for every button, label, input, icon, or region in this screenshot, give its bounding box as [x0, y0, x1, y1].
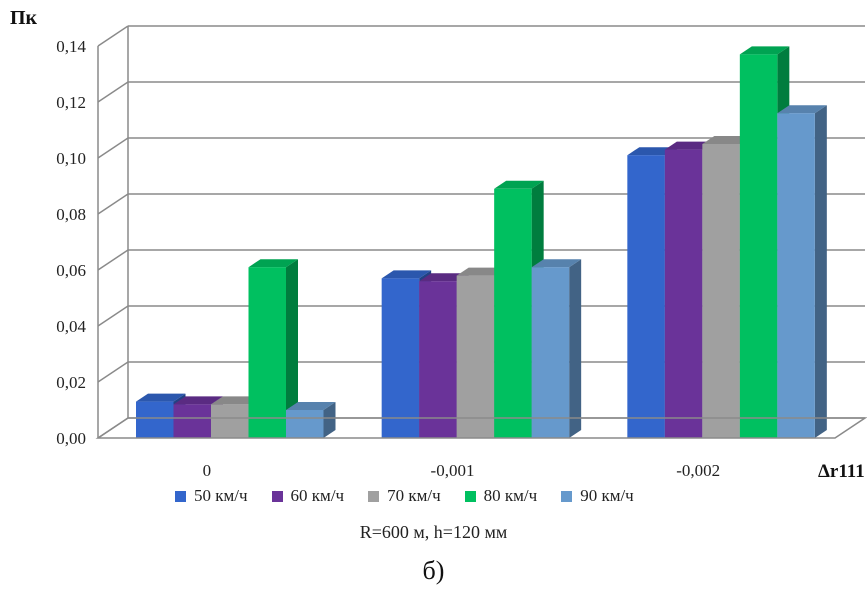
x-axis-title: Δr111: [818, 461, 865, 480]
legend-label: 70 км/ч: [387, 486, 441, 505]
bar-top: [456, 267, 507, 276]
bar-top: [531, 259, 582, 268]
bar-top: [627, 147, 677, 156]
bar-top: [248, 259, 298, 268]
x-tick-label: -0,002: [676, 461, 720, 480]
bar-top: [739, 46, 790, 55]
bar-front: [248, 267, 286, 438]
gridline-depth: [97, 25, 129, 47]
x-tick-label: 0: [203, 461, 212, 480]
bar: [531, 259, 582, 438]
bar-top: [664, 141, 715, 150]
bar-front: [739, 54, 778, 439]
bar-front: [419, 281, 457, 438]
legend-item: 90 км/ч: [561, 486, 634, 506]
y-tick-label: 0,04: [56, 317, 86, 336]
bar-front: [531, 267, 570, 438]
y-tick-label: 0,06: [56, 261, 86, 280]
y-axis-title: Пк: [10, 7, 38, 29]
gridline-depth: [97, 249, 129, 271]
figure-caption: б): [422, 556, 445, 585]
y-tick-label: 0,08: [56, 205, 86, 224]
legend-item: 60 км/ч: [271, 486, 345, 506]
legend-label: 80 км/ч: [483, 486, 538, 505]
gridline-depth: [97, 193, 129, 215]
floor: [95, 417, 867, 439]
bar-front: [381, 278, 420, 438]
bar-top: [211, 396, 261, 405]
gridline-depth: [97, 361, 129, 383]
bar-front: [456, 275, 495, 438]
gridline-depth: [97, 137, 129, 159]
axes: [95, 46, 867, 439]
bar-top: [286, 402, 336, 410]
bar: [248, 259, 298, 438]
bar-side: [814, 105, 827, 438]
legend-swatch: [175, 490, 186, 502]
bar: [777, 105, 827, 438]
bar: [286, 402, 336, 438]
legend-item: 50 км/ч: [175, 486, 248, 506]
legend-swatch: [368, 490, 380, 502]
legend-label: 50 км/ч: [194, 486, 248, 505]
legend-swatch: [271, 490, 283, 502]
bar-front: [136, 401, 174, 438]
legend-swatch: [464, 490, 476, 502]
bar-front: [494, 188, 532, 438]
bar-top: [494, 180, 544, 189]
bars: [136, 46, 827, 439]
gridline-depth: [97, 305, 129, 327]
gridline-depth: [97, 81, 129, 103]
tick-labels: 0,00 0,02 0,04 0,06 0,08 0,10 0,12 0,14 0 -0,001 -…: [56, 37, 720, 480]
x-tick-label: -0,001: [431, 461, 475, 480]
bar-front: [627, 155, 665, 438]
chart-subtitle: R=600 м, h=120 мм: [359, 522, 508, 542]
bar-front: [173, 404, 211, 438]
bar-chart: 0,00 0,02 0,04 0,06 0,08 0,10 0,12 0,14 0 -0,001 -…: [10, 7, 867, 480]
bar-front: [777, 113, 815, 438]
legend-swatch: [561, 490, 573, 502]
y-tick-label: 0,02: [56, 373, 86, 392]
bar-front: [702, 144, 740, 438]
legend-item: 80 км/ч: [464, 486, 538, 506]
y-tick-label: 0,00: [56, 429, 86, 448]
bar-front: [286, 410, 324, 438]
legend: 50 км/ч 60 км/ч 70 км/ч 80 км/ч 90 км/ч: [175, 486, 658, 506]
bar-top: [381, 270, 432, 279]
bar-side: [569, 259, 582, 438]
bar-top: [419, 273, 469, 282]
legend-label: 90 км/ч: [580, 486, 634, 505]
y-tick-label: 0,12: [56, 93, 86, 112]
bar-top: [777, 105, 827, 114]
y-tick-label: 0,14: [56, 37, 86, 56]
bar-side: [323, 402, 336, 438]
bar-top: [136, 393, 186, 402]
bar-front: [664, 149, 703, 438]
bar-front: [211, 404, 249, 438]
bar-top: [702, 136, 752, 144]
legend-item: 70 км/ч: [368, 486, 441, 506]
legend-label: 60 км/ч: [290, 486, 345, 505]
bar-side: [286, 259, 298, 438]
y-tick-label: 0,10: [56, 149, 86, 168]
bar-top: [173, 396, 223, 405]
